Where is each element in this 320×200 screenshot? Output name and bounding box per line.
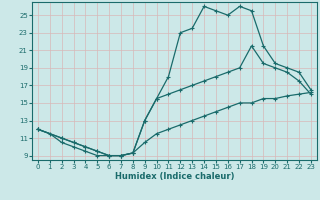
X-axis label: Humidex (Indice chaleur): Humidex (Indice chaleur): [115, 172, 234, 181]
